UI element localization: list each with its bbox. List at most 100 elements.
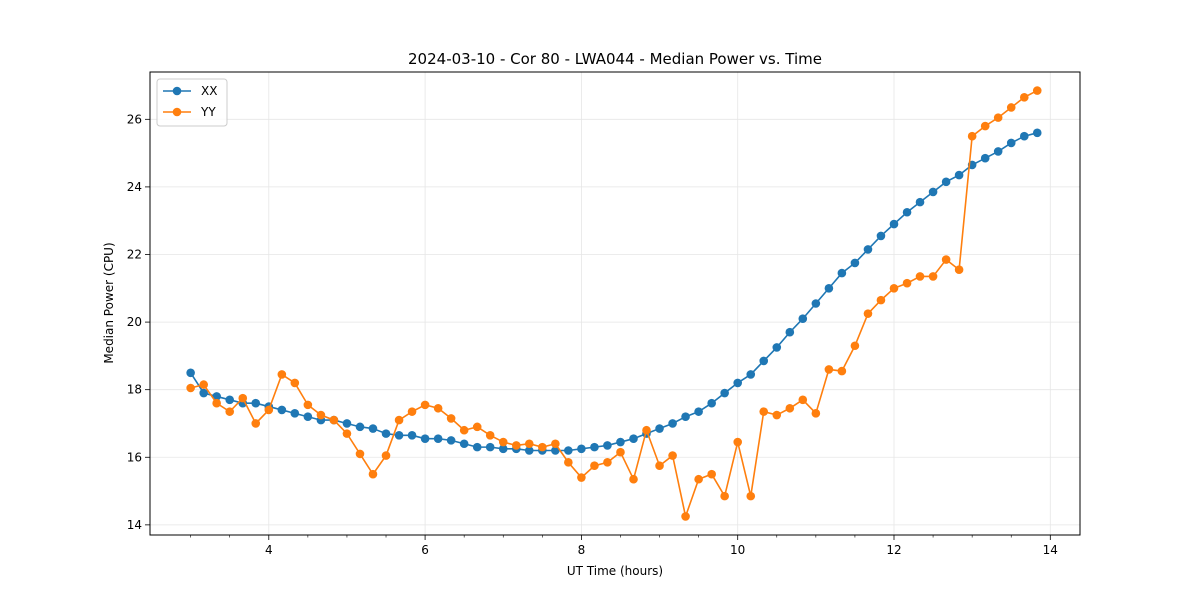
data-point-yy (459, 425, 469, 435)
y-tick-label: 22 (127, 247, 142, 261)
y-tick-label: 14 (127, 518, 142, 532)
data-point-xx (1019, 131, 1029, 141)
data-point-yy (238, 393, 248, 403)
data-point-yy (277, 370, 287, 379)
data-point-xx (850, 258, 860, 268)
data-point-xx (1006, 138, 1016, 148)
data-point-yy (251, 419, 261, 428)
data-point-yy (407, 407, 417, 416)
data-point-yy (876, 295, 886, 305)
data-point-yy (902, 278, 912, 288)
data-point-yy (993, 113, 1003, 122)
data-point-xx (889, 219, 899, 229)
data-point-yy (511, 441, 521, 450)
data-point-xx (498, 444, 508, 454)
data-point-yy (746, 491, 756, 501)
data-point-xx (394, 431, 404, 440)
data-point-yy (446, 414, 456, 423)
data-point-yy (316, 410, 326, 420)
data-point-xx (694, 407, 703, 416)
data-point-xx (811, 299, 821, 308)
data-point-yy (472, 422, 482, 432)
data-point-yy (225, 407, 235, 416)
data-point-xx (407, 431, 417, 440)
data-point-xx (225, 395, 235, 405)
data-point-yy (915, 272, 925, 281)
data-point-xx (681, 412, 690, 422)
data-point-xx (824, 283, 834, 293)
data-point-xx (577, 444, 586, 454)
data-point-yy (564, 458, 573, 467)
plot-frame (149, 71, 1081, 536)
data-point-xx (186, 368, 195, 378)
data-point-xx (420, 434, 430, 443)
data-point-xx (472, 442, 482, 452)
data-point-yy (928, 272, 938, 281)
data-point-xx (707, 398, 716, 408)
data-point-yy (954, 265, 964, 275)
data-point-xx (459, 439, 469, 449)
x-tick-label: 10 (730, 543, 745, 557)
data-point-yy (811, 409, 821, 418)
data-point-xx (551, 446, 560, 455)
data-point-yy (642, 425, 651, 435)
data-point-xx (564, 446, 573, 455)
x-tick-label: 8 (578, 543, 586, 557)
data-point-xx (759, 356, 769, 366)
data-point-yy (394, 415, 404, 425)
data-point-yy (733, 437, 742, 447)
data-point-xx (524, 446, 534, 455)
x-axis: 4 6 8 10 12 14 (190, 535, 1058, 557)
data-point-xx (746, 370, 756, 379)
data-point-yy (551, 439, 560, 449)
legend-items: XX YY (163, 84, 217, 119)
series-layer (186, 86, 1042, 521)
data-point-yy (967, 131, 977, 141)
legend-label-yy: YY (200, 105, 216, 119)
data-point-yy (694, 474, 703, 484)
data-point-yy (485, 431, 495, 440)
legend: XX YY (156, 78, 228, 127)
data-point-yy (420, 400, 430, 410)
data-point-yy (980, 121, 990, 131)
data-point-xx (629, 434, 638, 443)
data-point-yy (889, 283, 899, 293)
data-point-yy (941, 255, 951, 264)
data-point-xx (381, 429, 391, 438)
data-point-xx (655, 424, 664, 433)
data-point-yy (772, 410, 782, 420)
data-point-xx (590, 442, 599, 452)
data-point-xx (785, 327, 795, 337)
data-point-yy (329, 415, 339, 425)
y-tick-label: 26 (127, 112, 142, 126)
data-point-yy (681, 512, 690, 521)
data-point-xx (798, 314, 808, 324)
data-point-yy (720, 491, 729, 501)
data-point-yy (264, 405, 274, 415)
data-point-yy (603, 458, 612, 467)
data-point-yy (199, 380, 208, 389)
data-point-xx (616, 437, 625, 447)
y-tick-label: 18 (127, 383, 142, 397)
x-axis-label: UT Time (hours) (567, 564, 663, 578)
data-point-xx (277, 405, 287, 415)
data-point-xx (720, 388, 729, 398)
data-point-xx (251, 398, 261, 408)
data-point-xx (980, 153, 990, 163)
data-point-xx (290, 409, 300, 418)
data-point-yy (824, 365, 834, 374)
x-tick-label: 6 (421, 543, 429, 557)
data-point-yy (498, 437, 508, 447)
data-point-yy (590, 461, 599, 471)
data-point-yy (837, 366, 847, 376)
data-point-yy (1032, 86, 1042, 95)
data-point-yy (616, 447, 625, 457)
data-point-xx (863, 245, 873, 254)
y-tick-label: 16 (127, 450, 142, 464)
data-point-yy (303, 400, 313, 410)
data-point-yy (850, 341, 860, 351)
data-point-yy (798, 395, 808, 405)
data-point-yy (1006, 103, 1016, 112)
data-point-xx (368, 424, 378, 433)
data-point-xx (928, 187, 938, 197)
